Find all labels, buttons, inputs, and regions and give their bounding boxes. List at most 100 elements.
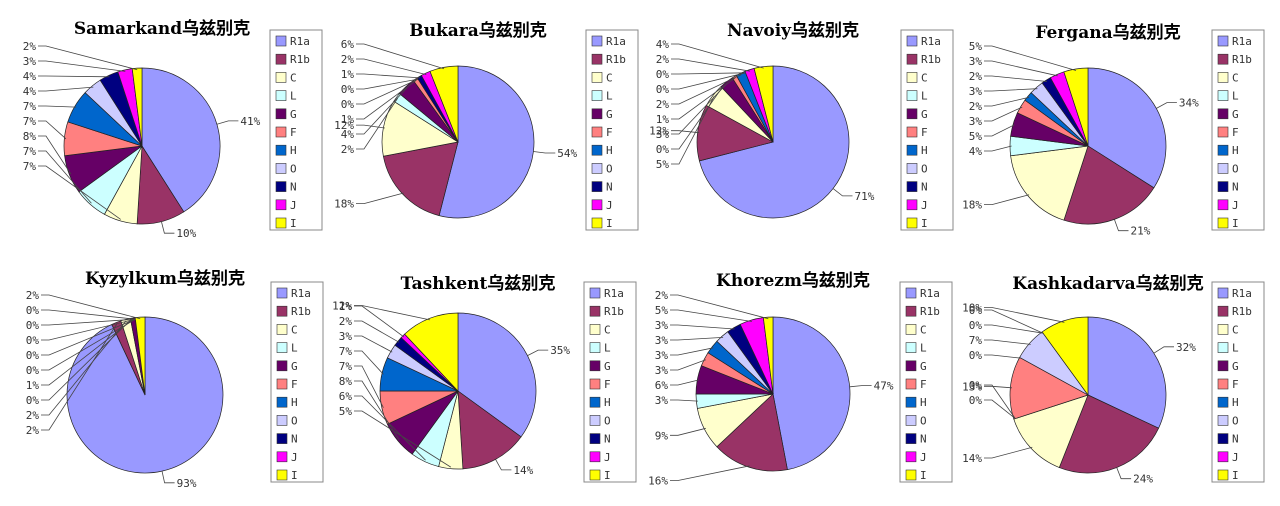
legend-label-o: O	[921, 162, 928, 175]
label-leader-line	[356, 97, 399, 150]
legend-swatch-n	[275, 181, 287, 192]
legend-label-l: L	[921, 90, 928, 103]
legend-label-o: O	[604, 414, 611, 427]
slice-percent-label: 47%	[874, 380, 894, 393]
legend-label-l: L	[1232, 342, 1239, 355]
legend-label-g: G	[291, 360, 298, 373]
slice-percent-label: 21%	[1131, 225, 1151, 238]
label-leader-line	[1116, 467, 1132, 480]
slice-percent-label: 0%	[26, 319, 40, 332]
label-leader-line	[671, 72, 746, 90]
legend-label-h: H	[291, 396, 298, 409]
label-leader-line	[984, 309, 1044, 334]
legend-label-g: G	[290, 108, 297, 121]
legend-swatch-r1a	[905, 287, 917, 299]
label-leader-line	[354, 395, 426, 461]
legend-swatch-n	[591, 181, 603, 192]
slice-i	[1041, 316, 1089, 397]
slice-percent-label: 3%	[969, 115, 983, 128]
chart-title: Kyzylkum乌兹别克	[85, 268, 245, 289]
label-leader-line	[984, 145, 1012, 152]
legend-swatch-r1b	[906, 53, 918, 65]
slice-percent-label: 2%	[26, 289, 40, 302]
legend-swatch-l	[905, 342, 917, 353]
legend-swatch-j	[905, 451, 917, 463]
legend-swatch-h	[1217, 144, 1229, 156]
legend-swatch-h	[906, 144, 918, 156]
legend-label-h: H	[1232, 144, 1239, 157]
label-leader-line	[670, 337, 724, 341]
label-leader-line	[527, 349, 549, 356]
slice-percent-label: 0%	[26, 304, 40, 317]
label-leader-line	[1156, 102, 1177, 109]
legend-label-l: L	[606, 90, 613, 103]
slice-percent-label: 5%	[339, 405, 353, 418]
label-leader-line	[1114, 219, 1129, 232]
slice-i	[429, 65, 459, 143]
label-leader-line	[356, 87, 408, 135]
legend-swatch-c	[591, 72, 603, 83]
label-leader-line	[671, 82, 728, 135]
legend-label-h: H	[606, 144, 613, 157]
label-leader-line	[356, 192, 404, 205]
slice-i	[753, 65, 774, 143]
slice-percent-label: 0%	[656, 68, 670, 81]
label-leader-line	[38, 75, 110, 78]
legend-swatch-f	[1217, 126, 1229, 138]
label-leader-line	[354, 335, 393, 353]
legend-swatch-n	[906, 181, 918, 192]
pie-chart-7: Khorezm乌兹别克47%2%5%3%3%3%3%6%3%9%16%R1aR1…	[648, 270, 953, 488]
label-leader-line	[670, 309, 752, 322]
label-leader-line	[670, 347, 714, 356]
pie-chart-3: Navoiy乌兹别克 71% 4% 2% 0% 0% 2% 1% 3% 0% 5% 12% R1a R1b…	[649, 20, 954, 231]
legend-label-c: C	[290, 71, 297, 84]
slice-percent-label: 54%	[557, 147, 577, 160]
legend-swatch-g	[275, 108, 287, 120]
legend-label-g: G	[1232, 108, 1239, 121]
legend-label-n: N	[606, 181, 613, 194]
slice-r1b	[457, 390, 522, 470]
legend-label-o: O	[1232, 414, 1239, 427]
legend-label-f: F	[1232, 378, 1239, 391]
label-leader-line	[533, 151, 556, 154]
slice-percent-label: 16%	[648, 475, 668, 488]
slice-percent-label: 0%	[969, 394, 983, 407]
legend-label-h: H	[921, 144, 928, 157]
slice-percent-label: 5%	[656, 158, 670, 171]
legend-label-c: C	[1232, 323, 1239, 336]
legend-label-o: O	[920, 414, 927, 427]
legend-label-g: G	[920, 360, 927, 373]
slice-r1b	[716, 393, 788, 472]
legend-label-g: G	[604, 360, 611, 373]
legend-swatch-o	[1217, 415, 1229, 426]
pie-chart-6: Tashkent乌兹别克 35% 14% 12%1% 2% 3% 7% 7% 8% 6% 5% R1a…	[332, 273, 637, 483]
pie-chart-4: Fergana乌兹别克34%21%5%3%2%3%2%3%5%4%18%R1aR…	[962, 22, 1265, 238]
legend-label-f: F	[606, 126, 613, 139]
chart-title: Tashkent乌兹别克	[401, 273, 556, 294]
legend-label-h: H	[1232, 396, 1239, 409]
label-leader-line	[354, 305, 405, 338]
label-leader-line	[38, 150, 92, 204]
chart-title: Khorezm乌兹别克	[716, 270, 870, 291]
slice-percent-label: 2%	[339, 315, 353, 328]
legend-swatch-g	[1217, 108, 1229, 120]
label-leader-line	[356, 58, 427, 75]
legend-swatch-i	[1217, 469, 1229, 481]
slice-percent-label: 13%	[962, 380, 982, 393]
legend-swatch-g	[905, 360, 917, 372]
chart-title: Fergana乌兹别克	[1035, 22, 1180, 43]
label-leader-line	[984, 45, 1077, 71]
legend-label-j: J	[921, 199, 928, 212]
legend-swatch-g	[589, 360, 601, 372]
slice-percent-label: 18%	[962, 199, 982, 212]
legend-swatch-j	[275, 199, 287, 211]
legend-label-r1b: R1b	[290, 53, 310, 66]
slice-percent-label: 2%	[26, 409, 40, 422]
legend-swatch-f	[276, 378, 288, 390]
slice-r1a	[1087, 316, 1167, 429]
slice-percent-label: 93%	[177, 477, 197, 490]
slice-percent-label: 7%	[23, 160, 37, 173]
label-leader-line	[41, 294, 141, 320]
slice-percent-label: 2%	[969, 70, 983, 83]
label-leader-line	[41, 309, 136, 320]
